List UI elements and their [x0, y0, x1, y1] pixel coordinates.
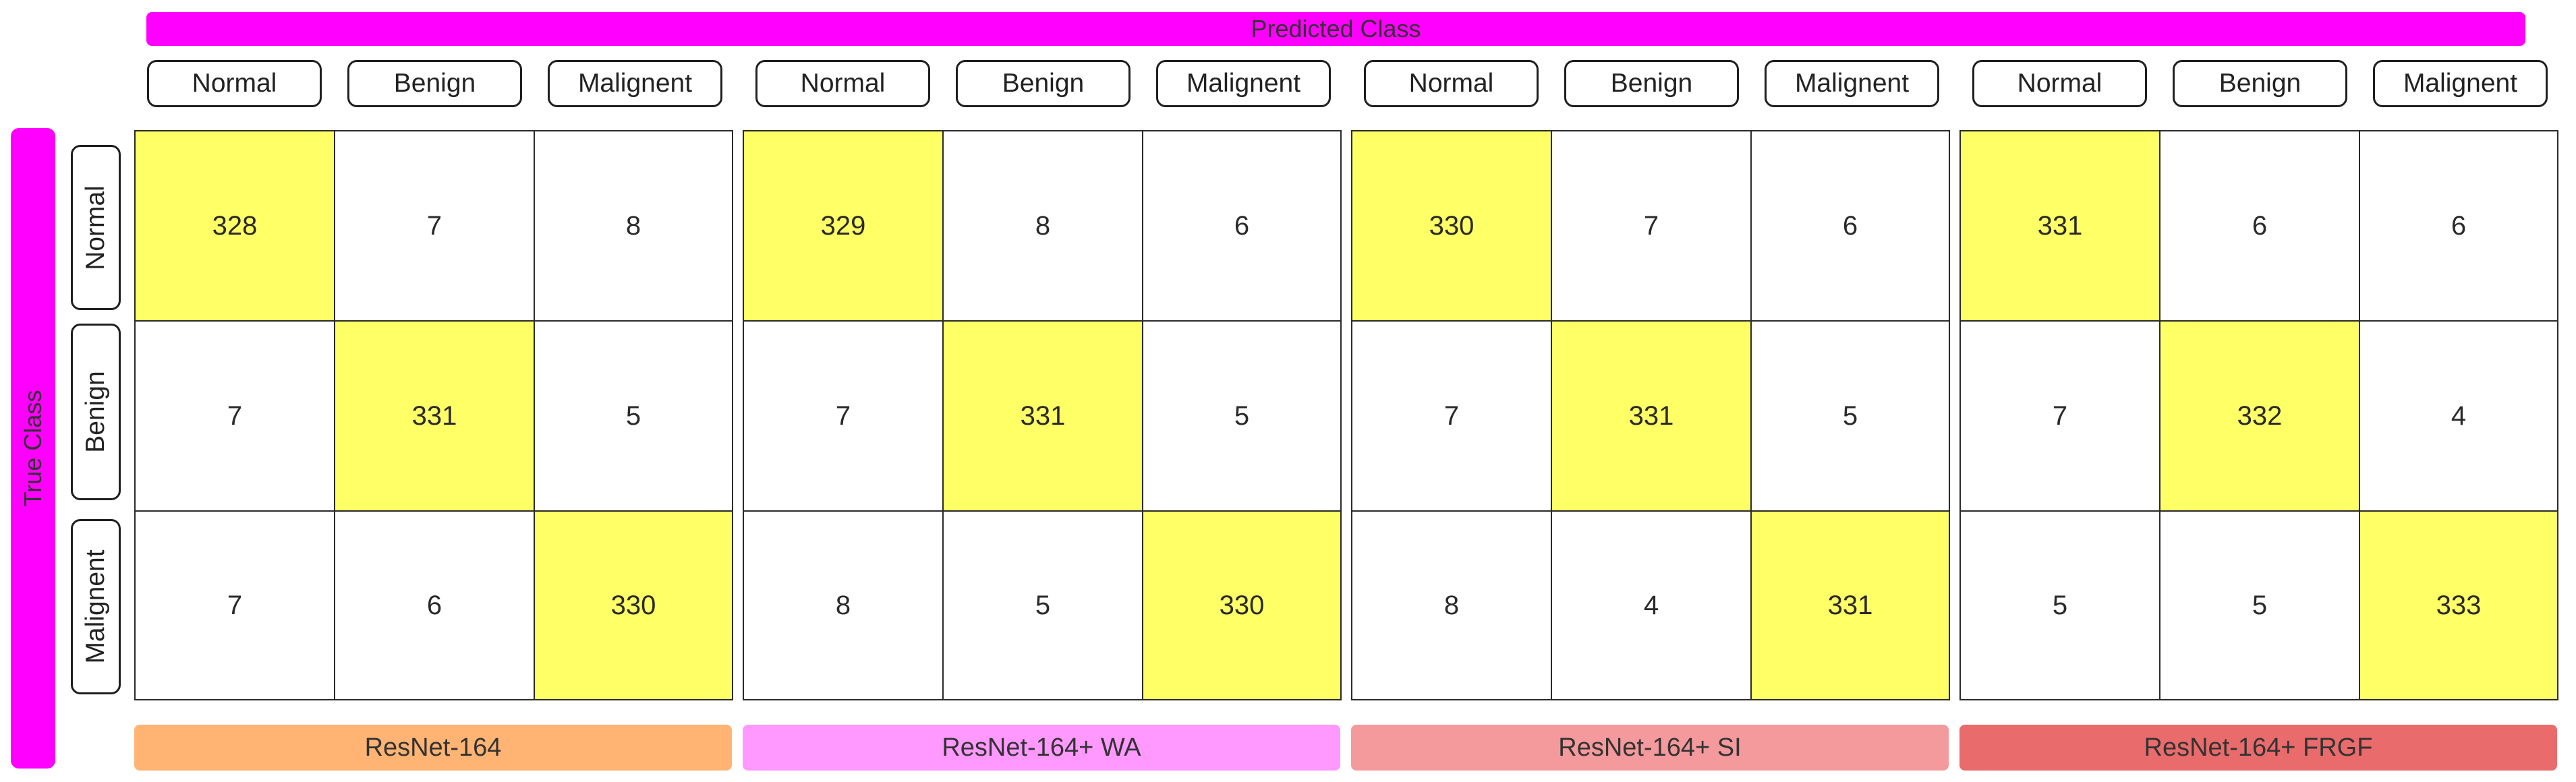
column-header-malignent: Malignent: [1765, 60, 1939, 107]
matrix-cell: 5: [1959, 510, 2160, 700]
matrix-cell: 6: [2359, 130, 2558, 322]
matrix-cell: 7: [1351, 320, 1552, 512]
column-header-normal: Normal: [1364, 60, 1539, 107]
confusion-matrix: 328 7 8 7 331 5 7 6 330: [134, 130, 733, 702]
column-header-malignent: Malignent: [548, 60, 722, 107]
column-header-benign: Benign: [2173, 60, 2347, 107]
matrix-cell: 333: [2359, 510, 2558, 700]
matrix-cell: 331: [334, 320, 535, 512]
row-header-label: Benign: [81, 371, 110, 453]
true-class-label: True Class: [19, 390, 47, 507]
matrix-cell: 330: [534, 510, 733, 700]
matrix-cell: 329: [743, 130, 944, 322]
matrix-cell: 6: [1142, 130, 1342, 322]
column-header-malignent: Malignent: [1156, 60, 1331, 107]
matrix-cell: 6: [2159, 130, 2360, 322]
column-header-normal: Normal: [1972, 60, 2147, 107]
model-label: ResNet-164+ WA: [743, 725, 1340, 771]
column-header-normal: Normal: [755, 60, 930, 107]
matrix-cell: 7: [134, 320, 335, 512]
matrix-cell: 6: [334, 510, 535, 700]
row-header-benign: Benign: [71, 324, 121, 500]
column-header-benign: Benign: [347, 60, 522, 107]
matrix-cell: 4: [2359, 320, 2558, 512]
matrix-cell: 7: [743, 320, 944, 512]
matrix-cell: 328: [134, 130, 335, 322]
matrix-cell: 5: [1142, 320, 1342, 512]
column-header-benign: Benign: [1564, 60, 1739, 107]
matrix-cell: 7: [1959, 320, 2160, 512]
matrix-cell: 331: [942, 320, 1143, 512]
row-header-label: Malignent: [81, 549, 110, 664]
matrix-cell: 8: [1351, 510, 1552, 700]
model-label: ResNet-164+ FRGF: [1959, 725, 2557, 771]
matrix-cell: 6: [1750, 130, 1950, 322]
confusion-matrix: 331 6 6 7 332 4 5 5 333: [1959, 130, 2558, 702]
matrix-cell: 330: [1351, 130, 1552, 322]
matrix-cell: 8: [942, 130, 1143, 322]
matrix-cell: 8: [534, 130, 733, 322]
matrix-cell: 331: [1750, 510, 1950, 700]
predicted-class-label: Predicted Class: [1251, 15, 1421, 42]
true-class-banner: True Class: [11, 128, 55, 769]
matrix-cell: 330: [1142, 510, 1342, 700]
confusion-matrix: 329 8 6 7 331 5 8 5 330: [743, 130, 1342, 702]
matrix-cell: 5: [534, 320, 733, 512]
matrix-cell: 5: [1750, 320, 1950, 512]
matrix-cell: 4: [1551, 510, 1752, 700]
matrix-cell: 5: [2159, 510, 2360, 700]
model-label: ResNet-164+ SI: [1351, 725, 1949, 771]
matrix-cell: 7: [1551, 130, 1752, 322]
matrix-cell: 332: [2159, 320, 2360, 512]
row-header-label: Normal: [81, 185, 110, 270]
column-header-normal: Normal: [147, 60, 322, 107]
matrix-cell: 5: [942, 510, 1143, 700]
matrix-cell: 331: [1959, 130, 2160, 322]
confusion-matrix: 330 7 6 7 331 5 8 4 331: [1351, 130, 1950, 702]
column-header-malignent: Malignent: [2373, 60, 2548, 107]
row-header-normal: Normal: [71, 145, 121, 310]
matrix-cell: 8: [743, 510, 944, 700]
matrix-cell: 7: [134, 510, 335, 700]
matrix-cell: 7: [334, 130, 535, 322]
matrix-cell: 331: [1551, 320, 1752, 512]
row-header-malignent: Malignent: [71, 519, 121, 694]
predicted-class-banner: Predicted Class: [146, 12, 2525, 46]
column-header-benign: Benign: [956, 60, 1130, 107]
model-label: ResNet-164: [134, 725, 732, 771]
